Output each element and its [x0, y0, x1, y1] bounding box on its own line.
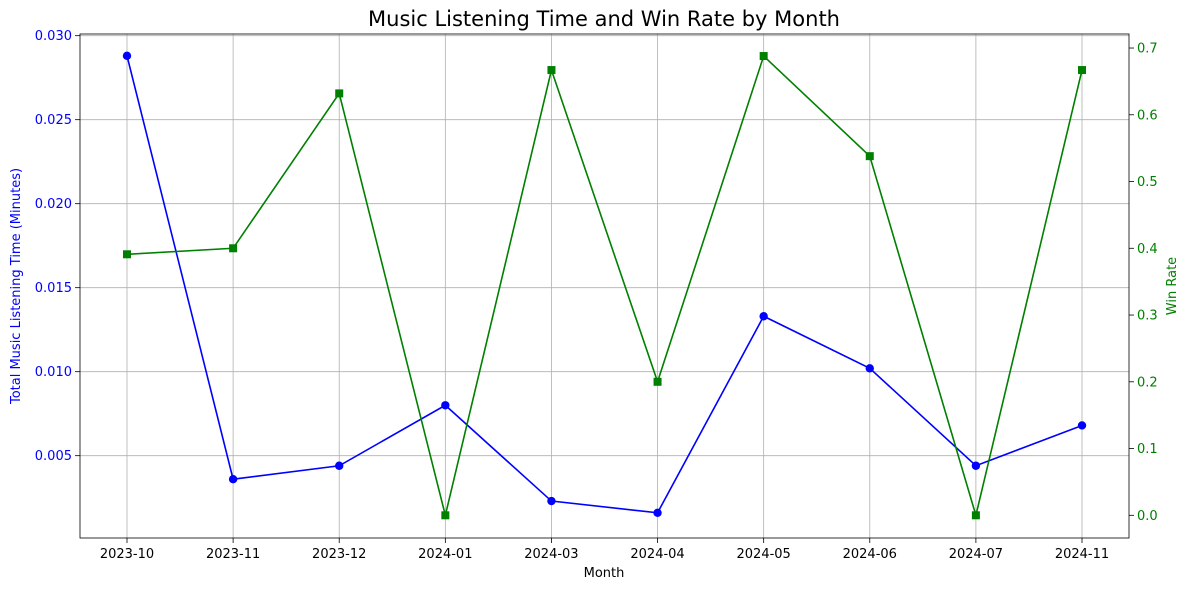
y-left-tick-label: 0.015 — [35, 281, 72, 296]
x-tick-label: 2024-11 — [1055, 547, 1109, 562]
win-rate-point — [441, 511, 450, 520]
y-left-tick-label: 0.030 — [35, 29, 72, 44]
x-tick-label: 2024-05 — [737, 547, 791, 562]
y-axis-left-label: Total Music Listening Time (Minutes) — [9, 168, 24, 405]
listening-time-point — [122, 51, 132, 61]
y-right-tick-label: 0.1 — [1137, 442, 1158, 457]
win-rate-point — [1078, 66, 1086, 75]
series-layer — [122, 51, 1087, 520]
y-right-tick-label: 0.6 — [1137, 108, 1158, 123]
x-tick-label: 2023-12 — [312, 547, 366, 562]
x-tick-label: 2024-03 — [524, 547, 578, 562]
chart-title: Music Listening Time and Win Rate by Mon… — [368, 7, 840, 31]
y-right-tick-label: 0.7 — [1137, 42, 1158, 57]
x-tick-label: 2023-10 — [100, 547, 154, 562]
listening-time-point — [653, 508, 662, 517]
win-rate-point — [123, 250, 131, 259]
win-rate-line — [126, 54, 1083, 519]
y-left-tick-label: 0.020 — [35, 197, 72, 212]
win-rate-point — [653, 377, 662, 386]
win-rate-point — [971, 511, 980, 520]
y-right-tick-label: 0.4 — [1137, 242, 1158, 257]
axes-layer: 2023-10 2023-11 2023-12 2024-01 2024-03 2024-… — [35, 29, 1158, 562]
listening-time-point — [228, 475, 238, 484]
listening-time-point — [335, 461, 344, 470]
win-rate-point — [229, 244, 238, 253]
x-tick-label: 2024-07 — [949, 547, 1003, 562]
win-rate-point — [759, 52, 768, 61]
x-tick-label: 2024-01 — [418, 547, 472, 562]
win-rate-point — [335, 89, 344, 98]
listening-time-line — [126, 55, 1083, 514]
listening-time-point — [1077, 421, 1087, 430]
listening-time-point — [865, 364, 874, 373]
y-left-tick-label: 0.010 — [35, 365, 72, 380]
x-tick-label: 2024-06 — [843, 547, 897, 562]
grid-layer — [80, 34, 1129, 538]
listening-time-point — [441, 401, 450, 410]
win-rate-point — [865, 152, 874, 161]
y-axis-right-label: Win Rate — [1165, 257, 1180, 315]
y-right-tick-label: 0.3 — [1137, 309, 1158, 324]
y-left-tick-label: 0.005 — [35, 449, 72, 464]
listening-time-point — [547, 496, 556, 506]
listening-time-point — [971, 461, 981, 470]
y-right-tick-label: 0.0 — [1137, 509, 1158, 524]
listening-time-point — [759, 312, 768, 321]
win-rate-point — [547, 66, 556, 75]
x-tick-label: 2023-11 — [206, 547, 260, 562]
plot-frame — [79, 33, 1130, 539]
y-right-tick-label: 0.5 — [1137, 175, 1158, 190]
y-right-tick-label: 0.2 — [1137, 375, 1158, 390]
x-axis-label: Month — [584, 566, 625, 581]
y-left-tick-label: 0.025 — [35, 113, 72, 128]
x-tick-label: 2024-04 — [630, 547, 684, 562]
